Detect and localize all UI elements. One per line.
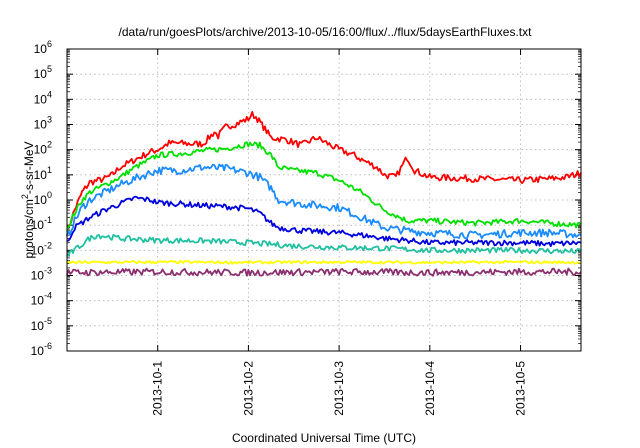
x-tick-label: 2013-10-3 (332, 361, 346, 416)
x-tick-label: 2013-10-1 (151, 361, 165, 416)
series-line-2 (66, 141, 582, 232)
x-tick-label: 2013-10-5 (514, 361, 528, 416)
series-line-7 (66, 267, 582, 277)
y-tick-label: 10-6 (31, 341, 52, 358)
y-tick-label: 10-5 (31, 316, 52, 333)
y-tick-label: 101 (34, 165, 52, 182)
x-tick-label: 2013-10-4 (423, 361, 437, 416)
series-line-6 (66, 259, 582, 265)
x-tick-label: 2013-10-2 (241, 361, 255, 416)
y-tick-label: 10-4 (31, 291, 52, 308)
y-tick-label: 105 (34, 64, 52, 81)
series-group (66, 111, 582, 277)
x-axis-label: Coordinated Universal Time (UTC) (232, 431, 416, 445)
y-axis-label: protons/cm2-s-sr-MeV (20, 141, 36, 258)
x-axis: 2013-10-1 2013-10-2 2013-10-3 2013-10-4 2013… (151, 49, 528, 416)
y-tick-label: 106 (34, 39, 52, 56)
series-line-4 (66, 195, 582, 248)
series-line-1 (66, 111, 582, 237)
y-tick-label: 100 (34, 190, 52, 207)
y-tick-label: 10-3 (31, 266, 52, 283)
y-tick-label: 104 (34, 89, 52, 106)
series-line-3 (66, 163, 582, 240)
series-line-5 (66, 233, 582, 257)
chart-title: /data/run/goesPlots/archive/2013-10-05/1… (119, 25, 533, 39)
plot-frame (66, 48, 582, 352)
grid-lines (67, 49, 581, 351)
y-tick-label: 103 (34, 115, 52, 132)
y-tick-label: 102 (34, 140, 52, 157)
y-axis: 10-610-510-410-310-210-11001011021031041… (31, 39, 581, 358)
